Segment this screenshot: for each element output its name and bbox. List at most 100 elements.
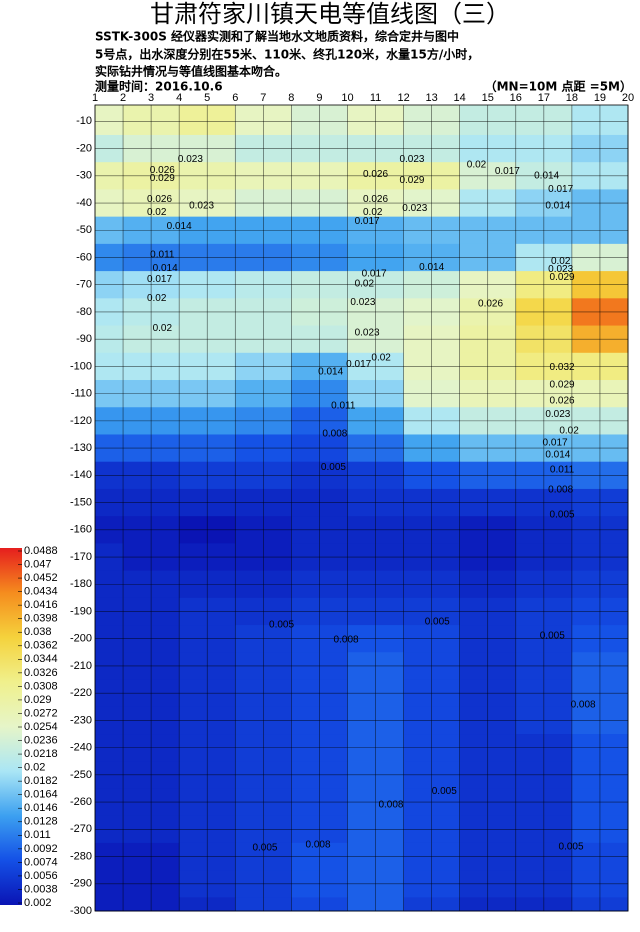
- contour-label: 0.02: [371, 352, 391, 363]
- chart-title: 甘肃符家川镇天电等值线图（三）: [150, 0, 510, 28]
- contour-label: 0.026: [147, 194, 172, 205]
- y-tick-label: -100: [70, 360, 92, 372]
- contour-label: 0.008: [378, 799, 403, 810]
- contour-label: 0.005: [432, 786, 457, 797]
- contour-label: 0.023: [402, 203, 427, 214]
- plot-frame: [94, 104, 629, 912]
- contour-label: 0.011: [150, 249, 175, 260]
- x-tick-label: 3: [148, 92, 154, 104]
- x-tick-label: 12: [397, 92, 409, 104]
- contour-label: 0.026: [550, 395, 575, 406]
- contour-label: 0.02: [467, 160, 487, 171]
- contour-label: 0.014: [534, 170, 559, 181]
- colorbar-tick-label: 0.0326: [24, 667, 58, 679]
- contour-label: 0.02: [551, 256, 571, 267]
- colorbar-tick-label: 0.011: [24, 829, 51, 841]
- contour-label: 0.023: [548, 264, 573, 275]
- contour-label: 0.011: [550, 465, 575, 476]
- colorbar-tick-label: 0.029: [24, 694, 52, 706]
- heat-cell: [95, 897, 124, 912]
- contour-label: 0.023: [399, 154, 424, 165]
- x-tick-label: 18: [566, 92, 578, 104]
- contour-label: 0.014: [419, 262, 444, 273]
- description: 实际钻井情况与等值线图基本吻合。: [95, 64, 287, 79]
- contour-label: 0.017: [548, 184, 573, 195]
- contour-label: 0.02: [559, 425, 579, 436]
- colorbar-tick-label: 0.0362: [24, 640, 58, 652]
- colorbar-tick-label: 0.0038: [24, 883, 58, 895]
- colorbar-tick-label: 0.0452: [24, 572, 58, 584]
- colorbar-tick-label: 0.0182: [24, 775, 58, 787]
- contour-label: 0.017: [346, 359, 371, 370]
- y-tick-label: -260: [70, 796, 92, 808]
- y-tick-label: -180: [70, 578, 92, 590]
- contour-label: 0.005: [321, 462, 346, 473]
- contour-label: 0.008: [548, 484, 573, 495]
- y-tick-label: -80: [76, 306, 92, 318]
- colorbar-tick-label: 0.0236: [24, 734, 58, 746]
- contour-label: 0.017: [147, 274, 172, 285]
- contour-label: 0.023: [355, 327, 380, 338]
- colorbar-tick-label: 0.002: [24, 897, 52, 909]
- y-tick-label: -170: [70, 551, 92, 563]
- x-tick-label: 8: [288, 92, 294, 104]
- colorbar-tick-label: 0.0164: [24, 789, 58, 801]
- y-tick-label: -240: [70, 742, 92, 754]
- colorbar-tick-label: 0.0272: [24, 707, 58, 719]
- contour-label: 0.02: [153, 323, 173, 334]
- y-tick-label: -10: [76, 115, 92, 127]
- x-tick-label: 6: [232, 92, 238, 104]
- date-label: 测量时间：2016.10.6: [95, 79, 223, 94]
- contour-label: 0.02: [147, 207, 167, 218]
- contour-label: 0.014: [318, 366, 343, 377]
- contour-label: 0.02: [355, 278, 375, 289]
- y-tick-label: -300: [70, 905, 92, 917]
- y-tick-label: -230: [70, 714, 92, 726]
- contour-label: 0.026: [150, 165, 175, 176]
- colorbar-tick-label: 0.02: [24, 762, 45, 774]
- contour-label: 0.014: [167, 221, 192, 232]
- colorbar-tick-label: 0.0056: [24, 870, 58, 882]
- contour-label: 0.029: [550, 272, 575, 283]
- x-tick-label: 20: [622, 92, 634, 104]
- x-tick-label: 9: [316, 92, 322, 104]
- colorbar-tick-label: 0.0254: [24, 721, 58, 733]
- contour-label: 0.005: [540, 631, 565, 642]
- x-tick-label: 14: [454, 92, 466, 104]
- colorbar-tick-label: 0.0218: [24, 748, 58, 760]
- description: SSTK-300S 经仪器实测和了解当地水文地质资料，综合定井与图中: [95, 29, 459, 44]
- y-tick-label: -50: [76, 224, 92, 236]
- contour-label: 0.017: [362, 268, 387, 279]
- contour-label: 0.017: [355, 216, 380, 227]
- colorbar-tick-label: 0.038: [24, 626, 52, 638]
- y-tick-label: -190: [70, 605, 92, 617]
- x-tick-label: 7: [260, 92, 266, 104]
- y-tick-label: -200: [70, 633, 92, 645]
- contour-label: 0.008: [334, 634, 359, 645]
- x-tick-label: 16: [510, 92, 522, 104]
- contour-label: 0.008: [306, 840, 331, 851]
- contour-label: 0.014: [153, 263, 178, 274]
- y-tick-label: -140: [70, 469, 92, 481]
- contour-label: 0.023: [350, 297, 375, 308]
- y-tick-label: -250: [70, 769, 92, 781]
- x-tick-label: 4: [176, 92, 182, 104]
- contour-label: 0.023: [189, 200, 214, 211]
- contour-label: 0.029: [399, 175, 424, 186]
- heat-cell: [95, 105, 124, 136]
- contour-label: 0.005: [252, 843, 277, 854]
- colorbar-tick-label: 0.0434: [24, 586, 58, 598]
- y-tick-label: -40: [76, 197, 92, 209]
- x-tick-label: 19: [594, 92, 606, 104]
- y-tick-label: -270: [70, 823, 92, 835]
- contour-label: 0.005: [269, 620, 294, 631]
- y-tick-label: -90: [76, 333, 92, 345]
- x-tick-label: 13: [426, 92, 438, 104]
- colorbar-tick-label: 0.0146: [24, 802, 58, 814]
- contour-label: 0.032: [550, 362, 575, 373]
- y-tick-label: -280: [70, 850, 92, 862]
- colorbar-tick-label: 0.0344: [24, 653, 58, 665]
- colorbar-tick-label: 0.0308: [24, 680, 58, 692]
- contour-label: 0.029: [550, 379, 575, 390]
